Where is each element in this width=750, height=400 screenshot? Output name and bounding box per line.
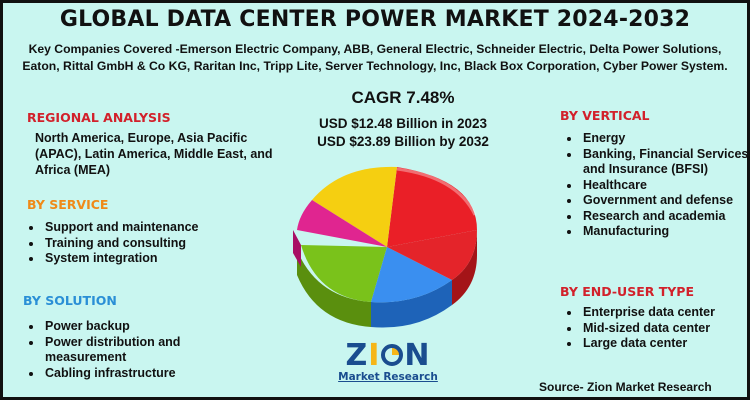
solution-list: Power backup Power distribution and meas… — [25, 319, 233, 381]
service-list: Support and maintenance Training and con… — [25, 220, 243, 267]
list-item: Enterprise data center — [581, 305, 747, 321]
list-item: Support and maintenance — [43, 220, 243, 236]
pie-slice-blue — [371, 247, 452, 303]
by-service-heading: BY SERVICE — [27, 197, 109, 212]
by-solution-heading: BY SOLUTION — [23, 293, 117, 308]
pie-slice-red — [387, 167, 477, 247]
key-companies-text: Key Companies Covered -Emerson Electric … — [22, 42, 728, 73]
zion-logo: ZI N Market Research — [338, 341, 438, 384]
logo-word: ZI N — [345, 338, 431, 373]
list-item: Manufacturing — [581, 224, 747, 240]
by-end-user-heading: BY END-USER TYPE — [560, 284, 694, 299]
vertical-list: Energy Banking, Financial Services, and … — [563, 131, 747, 240]
list-item: Banking, Financial Services, and Insuran… — [581, 147, 747, 178]
list-item: System integration — [43, 251, 243, 267]
page-title: GLOBAL DATA CENTER POWER MARKET 2024-203… — [59, 7, 691, 32]
pie-slice-green — [301, 245, 387, 302]
pie-chart-graphic — [293, 166, 477, 328]
logo-subtitle: Market Research — [338, 371, 438, 383]
list-item: Energy — [581, 131, 747, 147]
list-item: Cabling infrastructure — [43, 366, 233, 382]
regional-analysis-text: North America, Europe, Asia Pacific (APA… — [35, 131, 273, 177]
list-item: Healthcare — [581, 178, 747, 194]
source-credit: Source- Zion Market Research — [539, 380, 712, 394]
list-item: Training and consulting — [43, 236, 243, 252]
cagr-value: CAGR 7.48% — [351, 88, 455, 107]
list-item: Mid-sized data center — [581, 321, 747, 337]
list-item: Power backup — [43, 319, 233, 335]
market-value-2023: USD $12.48 Billion in 2023 — [318, 116, 488, 131]
list-item: Power distribution and measurement — [43, 335, 233, 366]
list-item: Research and academia — [581, 209, 747, 225]
pie-slice-yellow — [312, 166, 397, 247]
regional-analysis-heading: REGIONAL ANALYSIS — [27, 110, 171, 125]
list-item: Government and defense — [581, 193, 747, 209]
list-item: Large data center — [581, 336, 747, 352]
pie-slice-pink — [297, 200, 387, 247]
market-value-2032: USD $23.89 Billion by 2032 — [317, 134, 489, 149]
pie-slice-red-2 — [387, 230, 477, 280]
end-user-list: Enterprise data center Mid-sized data ce… — [563, 305, 747, 352]
by-vertical-heading: BY VERTICAL — [560, 108, 650, 123]
